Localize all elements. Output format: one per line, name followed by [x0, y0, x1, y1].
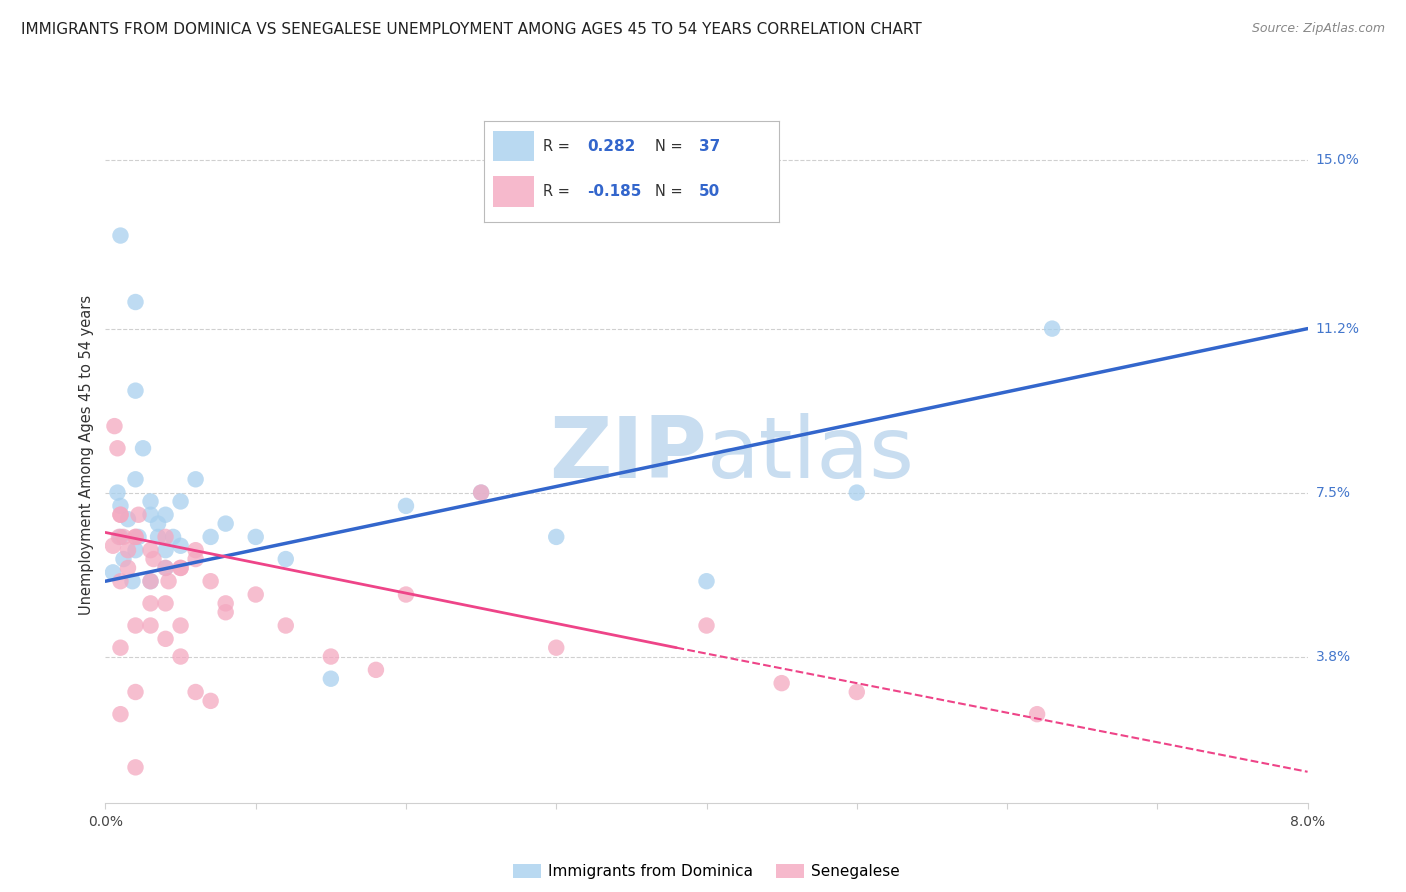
- Point: [395, 499, 418, 513]
- Point: [139, 543, 162, 558]
- Point: [139, 494, 162, 508]
- Point: [169, 494, 191, 508]
- Point: [1040, 321, 1063, 335]
- Point: [142, 552, 165, 566]
- Point: [124, 760, 146, 774]
- Point: [155, 561, 177, 575]
- Text: 7.5%: 7.5%: [1316, 485, 1351, 500]
- Point: [112, 530, 135, 544]
- Point: [214, 516, 236, 531]
- Point: [124, 543, 146, 558]
- Point: [110, 640, 132, 655]
- Point: [395, 587, 418, 601]
- Point: [110, 228, 132, 243]
- Point: [124, 384, 146, 398]
- Point: [139, 574, 162, 589]
- Legend: Immigrants from Dominica, Senegalese: Immigrants from Dominica, Senegalese: [508, 858, 905, 886]
- Point: [696, 574, 718, 589]
- Point: [110, 574, 132, 589]
- Point: [124, 618, 146, 632]
- Point: [200, 574, 222, 589]
- Point: [124, 472, 146, 486]
- Point: [132, 442, 155, 456]
- Point: [1026, 707, 1049, 722]
- Point: [155, 530, 177, 544]
- Point: [117, 543, 139, 558]
- Point: [546, 640, 568, 655]
- Point: [121, 574, 143, 589]
- Point: [157, 574, 180, 589]
- Point: [364, 663, 387, 677]
- Point: [169, 561, 191, 575]
- Point: [214, 596, 236, 610]
- Point: [319, 672, 342, 686]
- Point: [117, 512, 139, 526]
- Point: [319, 649, 342, 664]
- Text: Source: ZipAtlas.com: Source: ZipAtlas.com: [1251, 22, 1385, 36]
- Point: [110, 508, 132, 522]
- Text: IMMIGRANTS FROM DOMINICA VS SENEGALESE UNEMPLOYMENT AMONG AGES 45 TO 54 YEARS CO: IMMIGRANTS FROM DOMINICA VS SENEGALESE U…: [21, 22, 922, 37]
- Point: [274, 552, 297, 566]
- Point: [200, 694, 222, 708]
- Point: [146, 530, 169, 544]
- Point: [184, 685, 207, 699]
- Point: [200, 530, 222, 544]
- Point: [184, 472, 207, 486]
- Point: [101, 566, 124, 580]
- Point: [117, 561, 139, 575]
- Y-axis label: Unemployment Among Ages 45 to 54 years: Unemployment Among Ages 45 to 54 years: [79, 295, 94, 615]
- Point: [107, 485, 129, 500]
- Point: [470, 485, 492, 500]
- Text: atlas: atlas: [707, 413, 914, 497]
- Point: [245, 530, 267, 544]
- Point: [274, 618, 297, 632]
- Point: [169, 618, 191, 632]
- Point: [146, 516, 169, 531]
- Text: 15.0%: 15.0%: [1316, 153, 1360, 167]
- Point: [112, 552, 135, 566]
- Point: [169, 561, 191, 575]
- Point: [108, 530, 131, 544]
- Point: [162, 530, 184, 544]
- Point: [546, 530, 568, 544]
- Point: [214, 605, 236, 619]
- Point: [110, 530, 132, 544]
- Point: [155, 561, 177, 575]
- Point: [139, 508, 162, 522]
- Point: [124, 295, 146, 310]
- Point: [107, 442, 129, 456]
- Point: [470, 485, 492, 500]
- Point: [184, 543, 207, 558]
- Point: [184, 552, 207, 566]
- Point: [770, 676, 793, 690]
- Point: [155, 632, 177, 646]
- Point: [169, 649, 191, 664]
- Point: [139, 574, 162, 589]
- Point: [155, 596, 177, 610]
- Point: [110, 499, 132, 513]
- Point: [101, 539, 124, 553]
- Text: 11.2%: 11.2%: [1316, 322, 1360, 335]
- Point: [845, 485, 868, 500]
- Text: ZIP: ZIP: [548, 413, 707, 497]
- Point: [696, 618, 718, 632]
- Point: [245, 587, 267, 601]
- Point: [139, 618, 162, 632]
- Point: [128, 508, 150, 522]
- Point: [155, 508, 177, 522]
- Point: [155, 543, 177, 558]
- Point: [845, 685, 868, 699]
- Text: 3.8%: 3.8%: [1316, 649, 1351, 664]
- Point: [103, 419, 125, 434]
- Point: [110, 508, 132, 522]
- Point: [124, 530, 146, 544]
- Point: [124, 530, 146, 544]
- Point: [110, 707, 132, 722]
- Point: [139, 596, 162, 610]
- Point: [169, 539, 191, 553]
- Point: [124, 685, 146, 699]
- Point: [128, 530, 150, 544]
